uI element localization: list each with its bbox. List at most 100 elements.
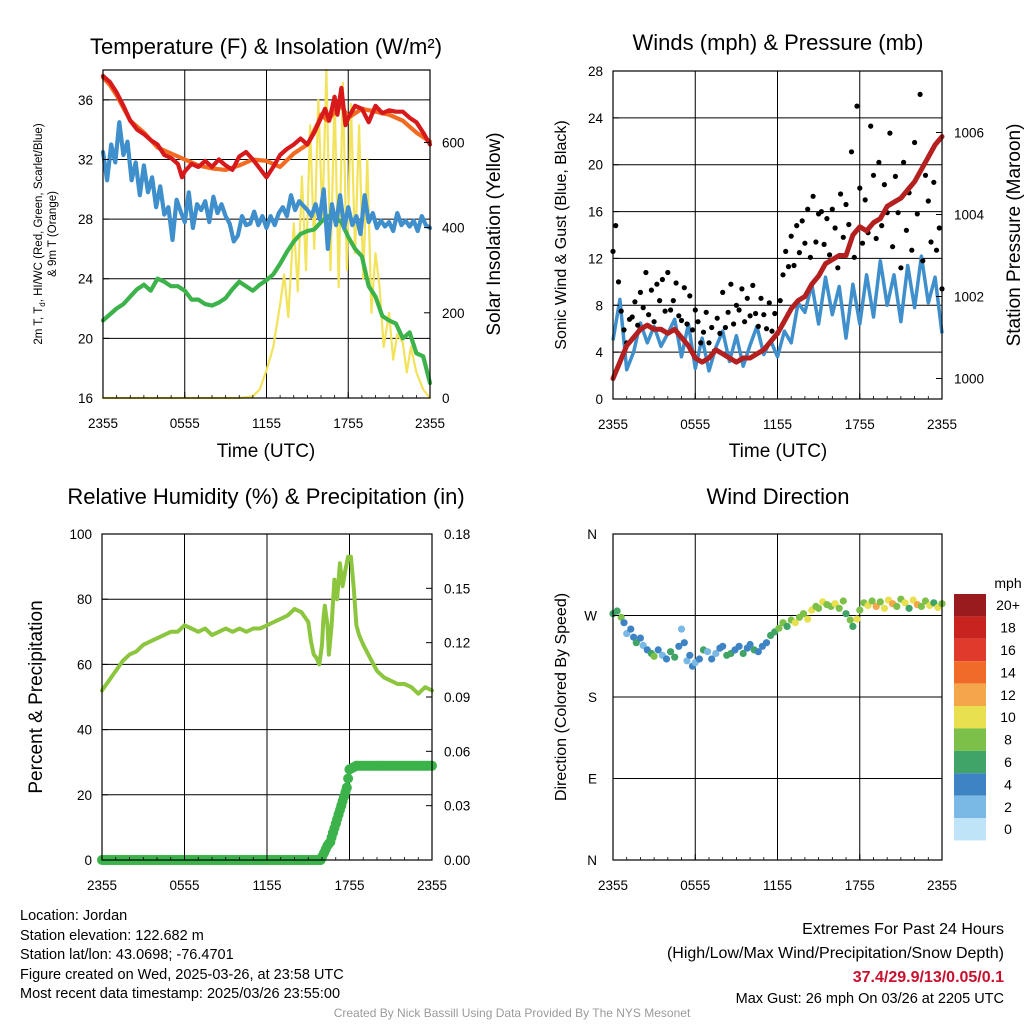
gust-point: [846, 221, 852, 228]
direction-point: [839, 597, 847, 605]
direction-point: [704, 648, 712, 656]
gust-point: [742, 319, 748, 325]
gust-point: [678, 317, 685, 324]
humidity-xtick-label: 2355: [417, 878, 447, 893]
direction-point: [791, 619, 799, 627]
gust-point: [755, 323, 761, 329]
direction-point: [719, 642, 727, 650]
gust-point: [632, 299, 638, 305]
gust-point: [914, 211, 920, 217]
direction-point: [671, 653, 679, 661]
gust-point: [739, 286, 745, 292]
direction-title: Wind Direction: [706, 484, 849, 509]
direction-point: [654, 646, 662, 654]
colorbar-label: 14: [1000, 664, 1016, 680]
winds-xtick-label: 0555: [680, 417, 710, 432]
extremes-heading: Extremes For Past 24 Hours: [802, 921, 1004, 938]
direction-point: [846, 616, 854, 624]
gust-point: [933, 247, 940, 253]
gust-point: [637, 289, 644, 295]
temperature-ytick-label: 16: [78, 391, 93, 406]
direction-ytick-label: E: [588, 772, 597, 787]
direction-point: [708, 655, 716, 663]
direction-ytick-label: W: [584, 609, 597, 624]
winds-xtick-label: 2355: [598, 417, 628, 432]
temperature-xtick-label: 1155: [252, 416, 281, 431]
gust-point: [722, 324, 729, 331]
direction-point: [667, 648, 675, 656]
temperature-ytick-label: 28: [78, 212, 93, 227]
gust-point: [648, 287, 655, 293]
winds-xlabel: Time (UTC): [729, 441, 828, 462]
direction-ytick-label: N: [587, 853, 597, 868]
gust-point: [917, 91, 923, 97]
direction-point: [905, 604, 913, 612]
direction-point: [901, 599, 909, 607]
gust-point: [621, 327, 627, 333]
precipitation-point: [341, 782, 352, 793]
colorbar-swatch: [954, 728, 986, 751]
recent-timestamp: Most recent data timestamp: 2025/03/26 2…: [20, 986, 341, 1002]
figure-created: Figure created on Wed, 2025-03-26, at 23…: [20, 966, 344, 983]
extremes-legend: (High/Low/Max Wind/Precipitation/Snow De…: [666, 945, 1004, 962]
gust-point: [810, 193, 816, 199]
colorbar-label: 12: [1000, 687, 1016, 703]
gust-point: [673, 280, 679, 286]
gust-point: [876, 159, 882, 165]
temperature-rtick-label: 400: [442, 221, 465, 236]
colorbar-label: 2: [1004, 799, 1012, 815]
winds-ytick-label: 0: [595, 392, 603, 407]
gust-point: [646, 312, 652, 318]
gust-point: [720, 289, 726, 295]
gust-point: [772, 310, 778, 317]
gust-point: [750, 282, 756, 288]
gust-point: [783, 248, 789, 254]
humidity-ytick-label: 0: [84, 853, 92, 868]
gust-point: [629, 314, 635, 320]
direction-point: [632, 639, 640, 647]
colorbar-swatch: [954, 795, 986, 818]
winds-rtick-label: 1002: [954, 290, 984, 305]
direction-point: [921, 597, 930, 605]
winds-ylabel-right: Station Pressure (Maroon): [1004, 124, 1024, 347]
colorbar-swatch: [954, 773, 986, 796]
gust-point: [936, 225, 942, 231]
gust-point: [615, 279, 622, 285]
precipitation-point: [343, 773, 354, 784]
humidity-grid: [102, 534, 432, 860]
gust-point: [736, 307, 742, 313]
gust-point: [903, 227, 910, 233]
humidity-ylabel-left: Percent & Precipitation: [26, 600, 47, 793]
humidity-xtick-label: 1155: [252, 878, 281, 893]
gust-point: [807, 254, 814, 260]
colorbar-label: 0: [1004, 821, 1012, 837]
colorbar-swatch: [954, 706, 986, 729]
gust-point: [698, 340, 704, 346]
gust-point: [635, 322, 641, 328]
gust-point: [895, 210, 901, 216]
gust-point: [824, 216, 830, 222]
temperature-series-line-2: [100, 120, 433, 251]
humidity-rtick-label: 0.03: [444, 799, 470, 814]
gust-point: [785, 264, 792, 270]
gust-point: [654, 281, 660, 287]
humidity-ytick-label: 20: [77, 788, 92, 803]
temperature-ylabel-right: Solar Insolation (Yellow): [484, 132, 505, 335]
direction-panel: Wind Direction 2355 0555 1155 1755 2355NESWN…: [553, 484, 1022, 893]
humidity-ytick-label: 80: [77, 592, 92, 607]
direction-point: [835, 604, 843, 612]
direction-point: [856, 606, 864, 614]
gust-point: [687, 293, 693, 299]
gust-point: [870, 172, 877, 178]
direction-point: [675, 642, 683, 650]
gust-point: [901, 159, 907, 165]
direction-point: [917, 602, 926, 611]
gust-point: [689, 327, 696, 333]
direction-xtick-label: 1755: [845, 878, 875, 893]
humidity-ytick-label: 100: [69, 527, 92, 542]
gust-point: [805, 206, 811, 212]
gust-point: [892, 173, 899, 179]
direction-point: [627, 625, 635, 633]
direction-point: [842, 610, 850, 618]
direction-point: [783, 622, 791, 631]
